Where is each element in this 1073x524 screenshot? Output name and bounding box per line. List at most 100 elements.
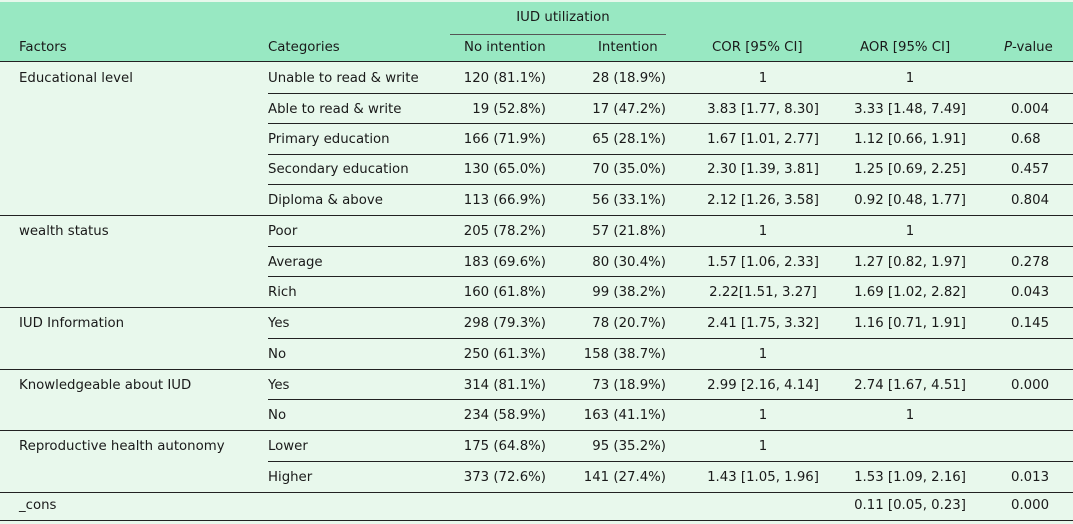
table-header-background: [0, 2, 1073, 61]
category-cell: Secondary education: [268, 162, 409, 177]
p-value-cell: 0.000: [1011, 498, 1050, 513]
cor-cell: 1: [758, 347, 768, 362]
row-divider: [268, 276, 1073, 277]
cor-cell: 2.30 [1.39, 3.81]: [707, 162, 819, 177]
aor-cell: 1: [905, 408, 915, 423]
intention-cell: 73 (18.9%): [592, 378, 666, 393]
intention-cell: 163 (41.1%): [583, 408, 666, 423]
cor-cell: 2.12 [1.26, 3.58]: [707, 193, 819, 208]
intention-cell: 80 (30.4%): [592, 255, 666, 270]
no-intention-cell: 183 (69.6%): [463, 255, 546, 270]
category-cell: Poor: [268, 224, 298, 239]
category-cell: No: [268, 408, 287, 423]
aor-cell: 1.16 [0.71, 1.91]: [854, 316, 966, 331]
aor-cell: 1.69 [1.02, 2.82]: [854, 285, 966, 300]
cor-cell: 1: [758, 408, 768, 423]
category-cell: Yes: [268, 378, 290, 393]
no-intention-cell: 234 (58.9%): [463, 408, 546, 423]
cor-cell: 1.43 [1.05, 1.96]: [707, 470, 819, 485]
row-divider: [268, 399, 1073, 400]
category-cell: Rich: [268, 285, 297, 300]
no-intention-cell: 298 (79.3%): [463, 316, 546, 331]
intention-cell: 56 (33.1%): [592, 193, 666, 208]
no-intention-cell: 205 (78.2%): [463, 224, 546, 239]
row-divider: [268, 93, 1073, 94]
cor-cell: 1.67 [1.01, 2.77]: [707, 132, 819, 147]
header-cor: COR [95% CI]: [712, 40, 803, 55]
category-cell: Unable to read & write: [268, 71, 419, 86]
intention-cell: 78 (20.7%): [592, 316, 666, 331]
factor-wealth-status: wealth status: [19, 224, 109, 239]
cor-cell: 1: [758, 71, 768, 86]
cor-cell: 1: [758, 439, 768, 454]
group-divider: [0, 492, 1073, 493]
p-value-cell: 0.004: [1011, 102, 1050, 117]
cor-cell: 1: [758, 224, 768, 239]
factor-educational-level: Educational level: [19, 71, 133, 86]
aor-cell: 0.11 [0.05, 0.23]: [854, 498, 966, 513]
header-bottom-rule: [0, 61, 1073, 62]
group-divider: [0, 307, 1073, 308]
group-divider: [0, 430, 1073, 431]
category-cell: Primary education: [268, 132, 390, 147]
no-intention-cell: 250 (61.3%): [463, 347, 546, 362]
category-cell: Average: [268, 255, 323, 270]
cor-cell: 1.57 [1.06, 2.33]: [707, 255, 819, 270]
intention-cell: 57 (21.8%): [592, 224, 666, 239]
no-intention-cell: 166 (71.9%): [463, 132, 546, 147]
cor-cell: 2.41 [1.75, 3.32]: [707, 316, 819, 331]
aor-cell: 1.27 [0.82, 1.97]: [854, 255, 966, 270]
iud-utilization-header: IUD utilization: [516, 10, 610, 25]
factor-iud-information: IUD Information: [19, 316, 125, 331]
row-divider: [268, 123, 1073, 124]
table-bottom-rule: [0, 520, 1073, 521]
group-divider: [0, 369, 1073, 370]
category-cell: No: [268, 347, 287, 362]
p-value-cell: 0.457: [1011, 162, 1050, 177]
cor-cell: 2.99 [2.16, 4.14]: [707, 378, 819, 393]
no-intention-cell: 314 (81.1%): [463, 378, 546, 393]
no-intention-cell: 120 (81.1%): [463, 71, 546, 86]
category-cell: Lower: [268, 439, 308, 454]
no-intention-cell: 373 (72.6%): [463, 470, 546, 485]
header-intention: Intention: [598, 40, 658, 55]
no-intention-cell: 160 (61.8%): [463, 285, 546, 300]
row-divider: [268, 338, 1073, 339]
intention-cell: 28 (18.9%): [592, 71, 666, 86]
factor-knowledgeable-about-iud: Knowledgeable about IUD: [19, 378, 192, 393]
p-value-cell: 0.68: [1011, 132, 1041, 147]
p-value-cell: 0.043: [1011, 285, 1050, 300]
category-cell: Able to read & write: [268, 102, 402, 117]
category-cell: Diploma & above: [268, 193, 383, 208]
row-divider: [268, 184, 1073, 185]
aor-cell: 1.12 [0.66, 1.91]: [854, 132, 966, 147]
category-cell: Yes: [268, 316, 290, 331]
p-value-cell: 0.000: [1011, 378, 1050, 393]
aor-cell: 2.74 [1.67, 4.51]: [854, 378, 966, 393]
category-cell: Higher: [268, 470, 313, 485]
intention-cell: 70 (35.0%): [592, 162, 666, 177]
no-intention-cell: 19 (52.8%): [472, 102, 546, 117]
aor-cell: 1.53 [1.09, 2.16]: [854, 470, 966, 485]
p-value-cell: 0.013: [1011, 470, 1050, 485]
header-no-intention: No intention: [464, 40, 546, 55]
no-intention-cell: 113 (66.9%): [463, 193, 546, 208]
no-intention-cell: 175 (64.8%): [463, 439, 546, 454]
header-aor: AOR [95% CI]: [860, 40, 951, 55]
intention-cell: 95 (35.2%): [592, 439, 666, 454]
group-divider: [0, 215, 1073, 216]
aor-cell: 1.25 [0.69, 2.25]: [854, 162, 966, 177]
intention-cell: 141 (27.4%): [583, 470, 666, 485]
row-divider: [268, 154, 1073, 155]
header-p-value: P-value: [1004, 40, 1053, 55]
factor-reproductive-health-autonomy: Reproductive health autonomy: [19, 439, 225, 454]
aor-cell: 1: [905, 71, 915, 86]
span-underline: [450, 34, 666, 35]
row-divider: [268, 461, 1073, 462]
cor-cell: 3.83 [1.77, 8.30]: [707, 102, 819, 117]
aor-cell: 0.92 [0.48, 1.77]: [854, 193, 966, 208]
p-value-cell: 0.804: [1011, 193, 1050, 208]
factor-cons: _cons: [19, 498, 57, 513]
intention-cell: 65 (28.1%): [592, 132, 666, 147]
